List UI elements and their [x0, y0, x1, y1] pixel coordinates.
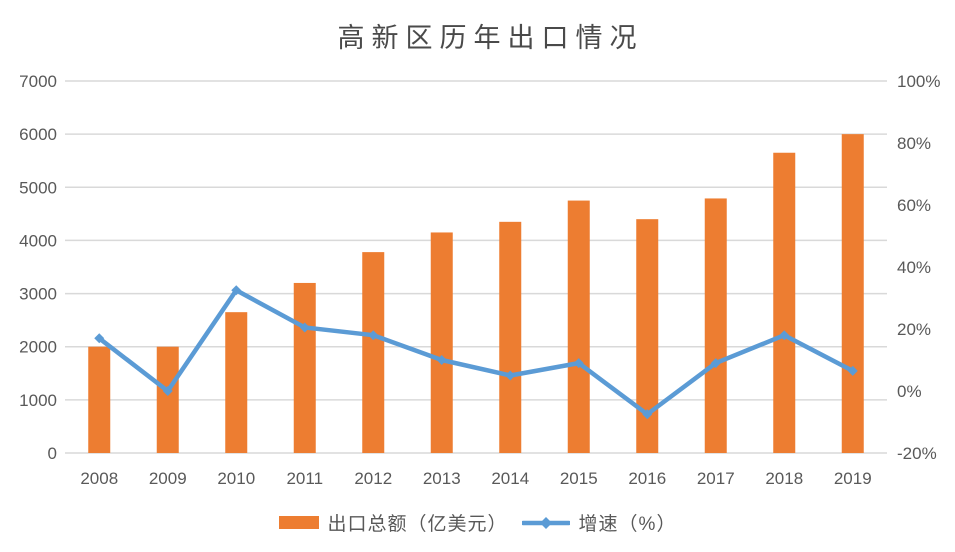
line-marker-2014	[505, 370, 516, 381]
line-series-swatch-icon	[521, 516, 570, 529]
bar-2010	[225, 312, 248, 453]
line-marker-2013	[436, 355, 447, 365]
right-axis-label-80%: 80%	[897, 134, 931, 153]
x-axis-label-2010: 2010	[217, 469, 255, 488]
line-marker-2015	[573, 358, 584, 369]
legend-item-growth: 增速（%）	[521, 509, 677, 536]
x-axis-label-2014: 2014	[491, 469, 529, 488]
x-axis-label-2018: 2018	[765, 469, 803, 488]
bar-2018	[773, 152, 796, 453]
left-axis-label-1000: 1000	[19, 391, 57, 410]
right-axis-label-60%: 60%	[897, 196, 931, 215]
legend: 出口总额（亿美元） 增速（%）	[0, 509, 955, 536]
legend-label-growth: 增速（%）	[578, 514, 677, 535]
bar-2019	[841, 134, 864, 453]
bar-2009	[156, 346, 179, 453]
line-marker-2008	[94, 333, 105, 344]
left-axis-label-4000: 4000	[19, 231, 57, 250]
right-axis-label-40%: 40%	[897, 258, 931, 277]
x-axis-label-2012: 2012	[354, 469, 392, 488]
line-marker-2010	[231, 285, 242, 296]
x-axis-label-2015: 2015	[560, 469, 598, 488]
line-marker-2017	[710, 358, 721, 369]
left-axis-label-6000: 6000	[19, 125, 57, 144]
right-axis-label--20%: -20%	[897, 444, 937, 463]
right-axis-label-100%: 100%	[897, 72, 940, 91]
bar-2014	[499, 221, 522, 453]
line-marker-2011	[299, 322, 310, 333]
line-marker-2018	[779, 330, 790, 341]
bar-2016	[636, 219, 659, 453]
bar-2011	[293, 282, 316, 453]
left-axis-label-7000: 7000	[19, 72, 57, 91]
right-axis-label-20%: 20%	[897, 320, 931, 339]
bar-2012	[362, 252, 385, 453]
bar-series-swatch-icon	[278, 516, 319, 529]
left-axis-label-5000: 5000	[19, 178, 57, 197]
legend-item-exports: 出口总额（亿美元）	[278, 509, 508, 536]
x-axis-label-2013: 2013	[423, 469, 461, 488]
x-axis-label-2011: 2011	[286, 469, 323, 488]
left-axis-label-3000: 3000	[19, 285, 57, 304]
chart-title: 高新区历年出口情况	[337, 23, 644, 54]
growth-line	[97, 288, 855, 417]
bar-2008	[88, 346, 111, 453]
x-axis-label-2019: 2019	[834, 469, 872, 488]
x-axis-label-2016: 2016	[628, 469, 666, 488]
line-marker-2016	[642, 409, 653, 420]
x-axis-label-2008: 2008	[80, 469, 118, 488]
line-marker-2019	[847, 365, 858, 376]
bar-2017	[704, 198, 727, 453]
legend-label-exports: 出口总额（亿美元）	[327, 514, 508, 535]
line-marker-2012	[368, 330, 379, 341]
bar-2013	[430, 232, 453, 453]
right-axis-label-0%: 0%	[897, 382, 922, 401]
line-marker-2009	[162, 386, 173, 396]
x-axis-label-2017: 2017	[697, 469, 735, 488]
x-axis-label-2009: 2009	[149, 469, 187, 488]
left-axis-label-0: 0	[48, 444, 57, 463]
left-axis-label-2000: 2000	[19, 338, 57, 357]
bar-2015	[567, 200, 590, 453]
